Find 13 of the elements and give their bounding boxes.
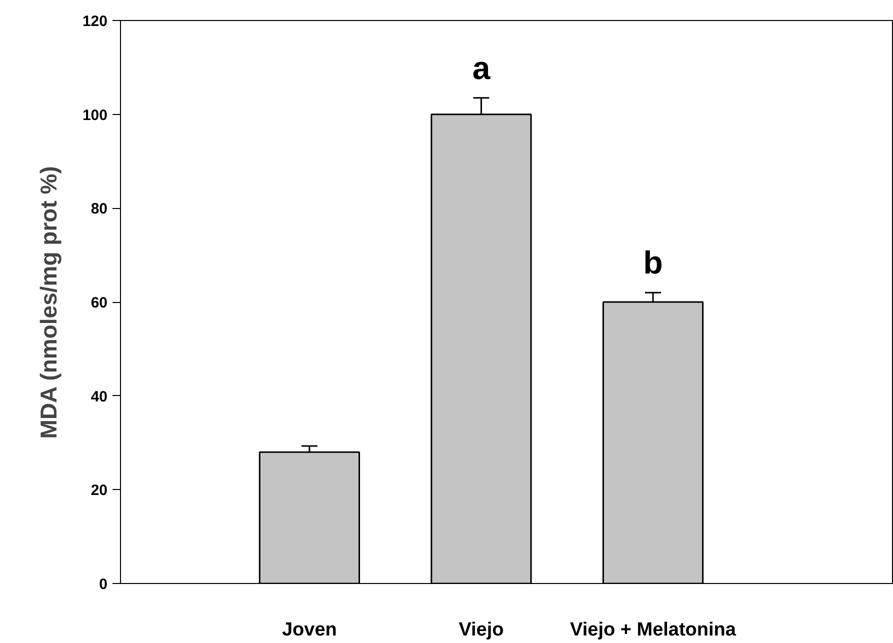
annotation: b (643, 244, 663, 281)
y-tick-label: 0 (99, 576, 108, 593)
y-tick-label: 40 (90, 388, 108, 406)
x-tick-label: Viejo + Melatonina (570, 620, 736, 640)
x-tick-label: Joven (282, 620, 337, 640)
y-axis-title: MDA (nmoles/mg prot %) (35, 166, 62, 439)
y-tick-label: 120 (82, 13, 108, 30)
annotation: a (472, 50, 490, 86)
y-tick-label: 80 (90, 200, 108, 218)
y-tick-label: 100 (82, 106, 108, 124)
y-tick-label: 60 (90, 294, 108, 312)
y-tick-label: 20 (90, 482, 108, 500)
x-tick-label: Viejo (458, 620, 504, 640)
